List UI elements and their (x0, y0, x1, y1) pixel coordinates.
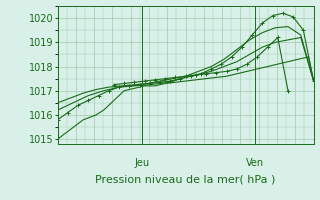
Text: Pression niveau de la mer( hPa ): Pression niveau de la mer( hPa ) (95, 174, 276, 184)
Text: Jeu: Jeu (134, 158, 150, 168)
Text: Ven: Ven (246, 158, 264, 168)
